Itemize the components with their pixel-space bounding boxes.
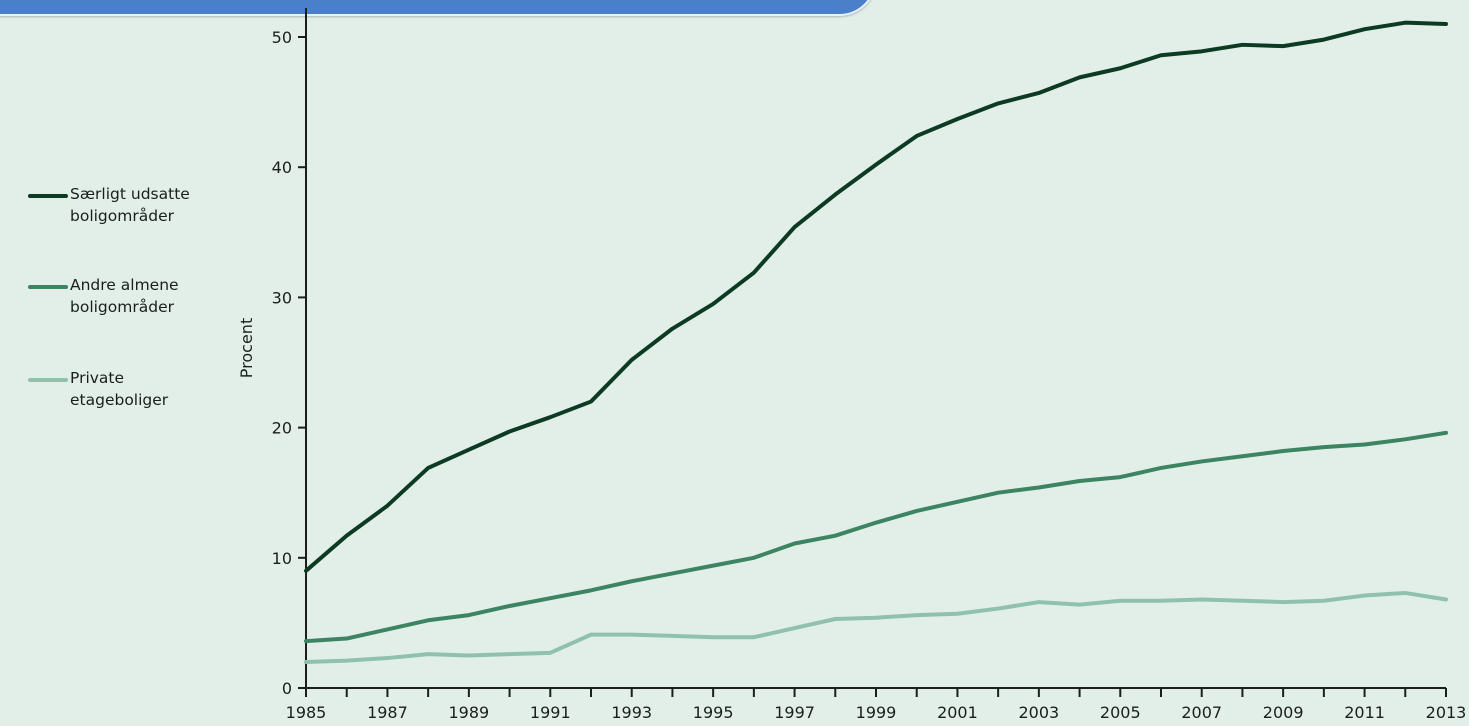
x-tick-label-2001: 2001 (937, 703, 978, 722)
series-line-andre-almene (304, 430, 1448, 644)
y-tick-label-40: 40 (272, 158, 292, 177)
series-line-saerligt-udsatte (304, 20, 1448, 573)
x-tick-label-2003: 2003 (1018, 703, 1059, 722)
x-tick-label-2011: 2011 (1344, 703, 1385, 722)
x-tick-label-1997: 1997 (774, 703, 815, 722)
y-tick-label-10: 10 (272, 549, 292, 568)
x-tick-label-2007: 2007 (1181, 703, 1222, 722)
x-tick-label-1991: 1991 (530, 703, 571, 722)
y-tick-label-0: 0 (282, 679, 292, 698)
x-tick-label-1993: 1993 (611, 703, 652, 722)
y-tick-label-20: 20 (272, 419, 292, 438)
x-tick-label-2013: 2013 (1426, 703, 1467, 722)
x-tick-label-1999: 1999 (856, 703, 897, 722)
x-tick-label-1995: 1995 (693, 703, 734, 722)
legend-label-private-etageboliger: Private etageboliger (70, 369, 169, 409)
series-line-private-etageboliger (304, 590, 1448, 664)
y-tick-label-50: 50 (272, 28, 292, 47)
x-tick-label-1989: 1989 (448, 703, 489, 722)
y-axis-label: Procent (237, 318, 256, 378)
legend-swatch-saerligt-udsatte (28, 194, 68, 198)
x-tick-label-2005: 2005 (1100, 703, 1141, 722)
legend-label-saerligt-udsatte: Særligt udsatte boligområder (70, 185, 190, 225)
x-tick-label-1987: 1987 (367, 703, 408, 722)
y-tick-label-30: 30 (272, 288, 292, 307)
legend-label-andre-almene: Andre almene boligområder (70, 276, 179, 316)
legend-swatch-private-etageboliger (28, 378, 68, 382)
legend-swatch-andre-almene (28, 285, 68, 289)
x-tick-label-1985: 1985 (286, 703, 327, 722)
x-tick-label-2009: 2009 (1263, 703, 1304, 722)
